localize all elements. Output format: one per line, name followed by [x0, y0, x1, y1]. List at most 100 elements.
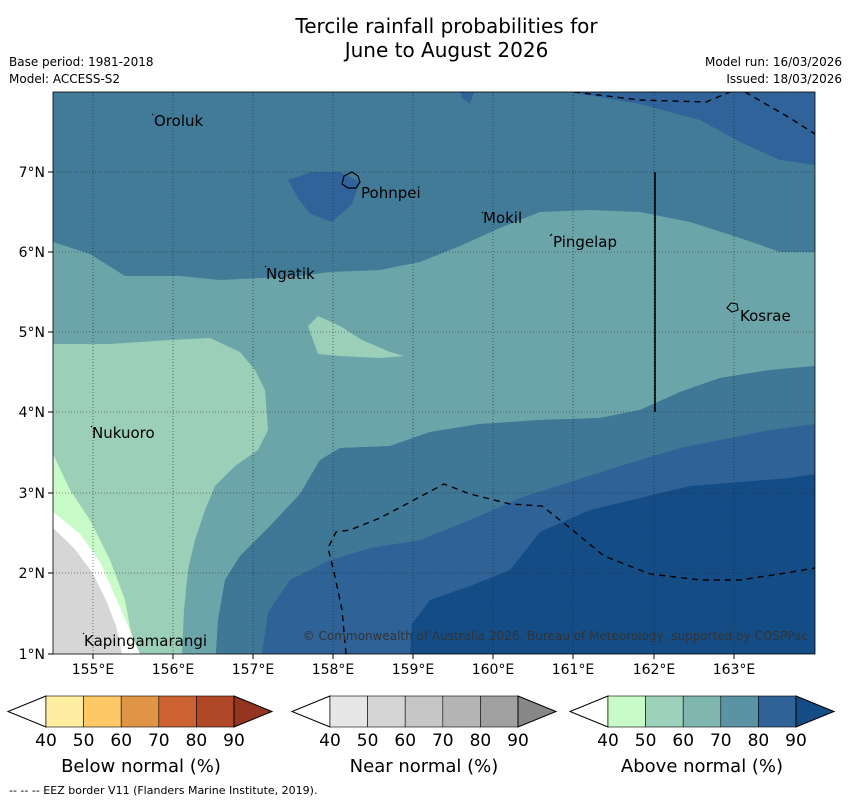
band-50-patch — [308, 316, 404, 358]
map-title: Tercile rainfall probabilities for June … — [0, 14, 850, 62]
lon-label-158: 158°E — [312, 662, 355, 678]
lat-label-4: 4°N — [19, 405, 45, 421]
colorbar-above-tick-label: 70 — [710, 731, 732, 751]
colorbar-above-segment — [645, 695, 684, 728]
lon-label-157: 157°E — [232, 662, 275, 678]
lon-labels: 155°E 156°E 157°E 158°E 159°E 160°E 161°… — [72, 662, 756, 678]
place-labels: Oroluk Pohnpei Mokil Pingelap Ngatik Kos… — [84, 112, 791, 650]
label-nukuoro: Nukuoro — [92, 424, 155, 442]
pingelap-dot — [549, 233, 553, 237]
patch-80-top — [460, 92, 474, 104]
oroluk-dot — [151, 113, 154, 116]
lon-label-155: 155°E — [72, 662, 115, 678]
label-kosrae: Kosrae — [740, 307, 791, 325]
map-credit: © Commonwealth of Australia 2026, Bureau… — [303, 629, 808, 643]
lat-label-7: 7°N — [19, 165, 45, 181]
lon-label-156: 156°E — [152, 662, 195, 678]
title-line-1: Tercile rainfall probabilities for — [295, 14, 598, 38]
colorbar-below-tick-label: 60 — [110, 731, 132, 751]
ngatik-dot — [264, 265, 267, 268]
model-run: Model run: 16/03/2026 — [704, 55, 842, 69]
mokil-dot — [481, 211, 484, 214]
lat-label-3: 3°N — [19, 486, 45, 502]
label-kapingamarangi: Kapingamarangi — [84, 632, 207, 650]
lat-label-5: 5°N — [19, 325, 45, 341]
colorbar-below-tick-label: 40 — [35, 731, 57, 751]
meta-left: Base period: 1981-2018 Model: ACCESS-S2 — [9, 54, 154, 88]
colorbar-below-segment — [196, 695, 235, 728]
colorbar-below-segment — [158, 695, 197, 728]
lon-label-161: 161°E — [552, 662, 595, 678]
probability-field — [53, 92, 815, 654]
colorbar-above-segment — [682, 695, 722, 728]
label-ngatik: Ngatik — [266, 265, 315, 283]
colorbar-near-segment — [404, 695, 444, 728]
colorbar-above-segment — [758, 695, 797, 728]
colorbar-near-low-end — [290, 695, 331, 728]
colorbar-below: 40 50 60 70 80 90 — [6, 695, 274, 751]
lat-label-2: 2°N — [19, 566, 45, 582]
kapingamarangi-dot — [82, 632, 85, 635]
title-line-2: June to August 2026 — [344, 38, 549, 62]
band-near-normal — [53, 528, 122, 654]
colorbar-below-tick-label: 50 — [73, 731, 95, 751]
eez-note: -- -- -- EEZ border V11 (Flanders Marine… — [9, 784, 318, 797]
legend-title-below: Below normal (%) — [61, 756, 221, 777]
colorbar-below-tick-label: 70 — [148, 731, 170, 751]
colorbar-near-segment — [480, 695, 519, 728]
lat-label-1: 1°N — [19, 647, 45, 663]
kosrae-outline — [726, 302, 739, 313]
colorbar-below-segment — [45, 695, 84, 728]
colorbar-near-tick-label: 60 — [394, 731, 416, 751]
colorbar-above: 40 50 60 70 80 90 — [568, 695, 836, 751]
gridlines — [53, 92, 815, 654]
lon-label-163: 163°E — [713, 662, 756, 678]
lat-label-6: 6°N — [19, 245, 45, 261]
base-period: Base period: 1981-2018 — [9, 55, 154, 69]
colorbar-near-tick-label: 50 — [357, 731, 379, 751]
model-name: Model: ACCESS-S2 — [9, 72, 121, 86]
legend-title-above: Above normal (%) — [621, 756, 783, 777]
colorbar-below-tick-label: 90 — [223, 731, 245, 751]
colorbar-above-segment — [720, 695, 759, 728]
lon-label-159: 159°E — [392, 662, 435, 678]
eez-borders — [327, 92, 815, 654]
colorbar-near-tick-label: 80 — [470, 731, 492, 751]
lat-labels: 7°N 6°N 5°N 4°N 3°N 2°N 1°N — [19, 165, 45, 663]
colorbar-below-high-end — [233, 695, 274, 728]
colorbar-above-tick-label: 80 — [748, 731, 770, 751]
lon-label-162: 162°E — [633, 662, 676, 678]
colorbar-near-tick-label: 40 — [319, 731, 341, 751]
band-north-70 — [53, 92, 815, 280]
colorbar-above-high-end — [795, 695, 836, 728]
colorbar-above-tick-label: 60 — [672, 731, 694, 751]
colorbar-above-tick-label: 50 — [635, 731, 657, 751]
pohnpei-outline — [341, 171, 361, 189]
colorbar-above-tick-label: 40 — [597, 731, 619, 751]
label-mokil: Mokil — [483, 209, 522, 227]
legend-colorbars: 40 50 60 70 80 90 40 50 60 70 80 90 40 50 60 70 80 90 — [6, 695, 836, 751]
colorbar-above-segment — [607, 695, 646, 728]
band-60 — [53, 210, 815, 654]
label-pingelap: Pingelap — [553, 233, 617, 251]
axis-ticks — [48, 171, 735, 659]
colorbar-above-tick-label: 90 — [785, 731, 807, 751]
colorbar-near: 40 50 60 70 80 90 — [290, 695, 558, 751]
colorbar-near-segment — [442, 695, 481, 728]
band-90-south — [410, 474, 815, 654]
issued-date: Issued: 18/03/2026 — [726, 72, 842, 86]
lon-label-160: 160°E — [472, 662, 515, 678]
colorbar-near-high-end — [517, 695, 558, 728]
label-pohnpei: Pohnpei — [361, 184, 421, 202]
colorbar-near-tick-label: 90 — [507, 731, 529, 751]
legend-title-near: Near normal (%) — [350, 756, 499, 777]
colorbar-near-segment — [367, 695, 406, 728]
colorbar-below-segment — [83, 695, 122, 728]
nukuoro-dot — [90, 425, 93, 428]
colorbar-below-low-end — [6, 695, 47, 728]
label-oroluk: Oroluk — [154, 112, 203, 130]
colorbar-near-tick-label: 70 — [432, 731, 454, 751]
colorbar-below-tick-label: 80 — [186, 731, 208, 751]
meta-right: Model run: 16/03/2026 Issued: 18/03/2026 — [705, 54, 842, 88]
